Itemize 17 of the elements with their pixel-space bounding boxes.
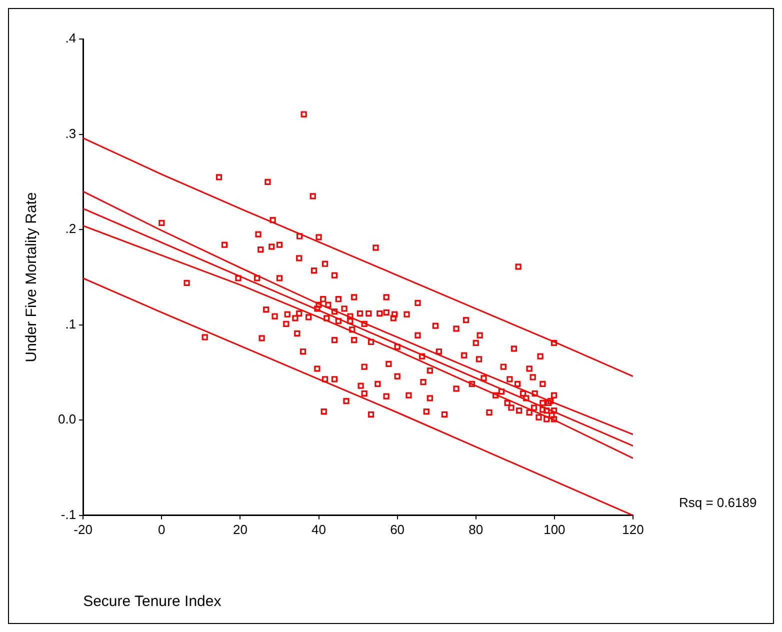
x-tick-label: -20 — [74, 522, 92, 537]
x-tick-label: 20 — [232, 522, 248, 537]
y-tick-label: .3 — [65, 126, 76, 141]
text: Rsq = 0.6189 — [679, 494, 757, 510]
y-axis-title: Under Five Mortality Rate — [23, 192, 40, 362]
y-tick-label: .1 — [65, 316, 76, 332]
x-tick-label: 0 — [158, 522, 166, 537]
x-tick-label: 80 — [468, 522, 484, 537]
x-tick-label: 120 — [622, 522, 644, 537]
y-tick-label: 0.0 — [58, 412, 76, 427]
y-tick-label: .4 — [65, 30, 76, 46]
x-tick-label: 100 — [544, 522, 566, 537]
y-tick-label: -.1 — [60, 506, 76, 522]
y-tick-label: .2 — [65, 221, 76, 236]
x-tick-label: 40 — [312, 522, 326, 537]
x-tick-label: 60 — [390, 522, 405, 537]
x-axis-title: Secure Tenure Index — [83, 593, 222, 610]
